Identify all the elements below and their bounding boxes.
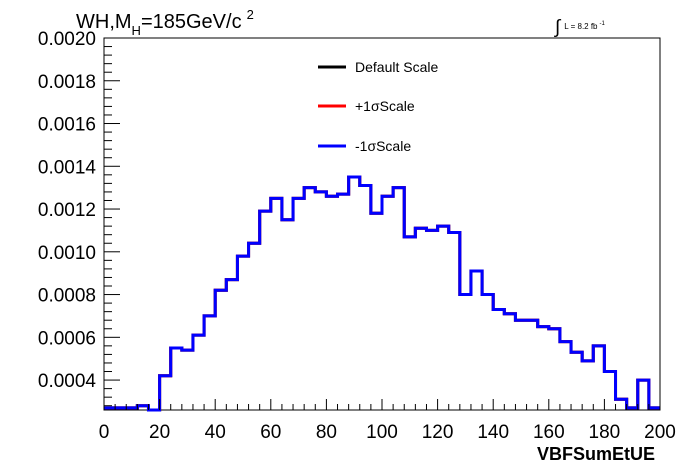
x-axis-label: VBFSumEtUE <box>537 444 655 464</box>
x-tick-label: 80 <box>316 422 337 443</box>
series-line-2 <box>104 175 660 412</box>
luminosity-superscript: -1 <box>600 21 606 27</box>
legend: Default Scale +1σScale -1σScale <box>318 59 438 154</box>
x-tick-labels: 0 20 40 60 80 100 120 140 160 180 200 <box>99 422 676 443</box>
x-tick-label: 200 <box>644 422 676 443</box>
luminosity-text: L = 8.2 fb <box>564 22 598 31</box>
title-part2: =185GeV/c <box>141 11 242 33</box>
title-subscript: H <box>132 23 141 38</box>
x-tick-label: 180 <box>589 422 621 443</box>
plot-frame <box>103 37 661 411</box>
x-tick-label: 0 <box>99 422 110 443</box>
chart-title: WH,MH=185GeV/c 2 <box>76 7 254 38</box>
y-tick-label: 0.0016 <box>38 115 96 136</box>
legend-label: +1σScale <box>355 98 415 114</box>
legend-label: -1σScale <box>355 138 411 154</box>
legend-label: Default Scale <box>355 59 438 75</box>
title-part1: WH,M <box>76 11 132 33</box>
luminosity-label: ∫ L = 8.2 fb -1 <box>554 17 606 38</box>
y-tick-label: 0.0010 <box>38 243 96 264</box>
y-tick-label: 0.0004 <box>38 371 97 392</box>
ticks-layer <box>103 37 661 410</box>
y-tick-label: 0.0018 <box>38 72 96 93</box>
y-tick-label: 0.0006 <box>38 328 96 349</box>
x-tick-label: 160 <box>533 422 565 443</box>
y-tick-labels: 0.0004 0.0006 0.0008 0.0010 0.0012 0.0014 0.00… <box>38 29 97 392</box>
y-tick-label: 0.0020 <box>38 29 96 50</box>
y-tick-label: 0.0014 <box>38 157 97 178</box>
integral-symbol: ∫ <box>554 17 562 38</box>
x-tick-label: 60 <box>260 422 281 443</box>
x-tick-label: 120 <box>422 422 454 443</box>
title-superscript: 2 <box>247 7 254 22</box>
series-layer <box>104 175 660 412</box>
x-tick-label: 20 <box>149 422 170 443</box>
x-tick-label: 140 <box>477 422 509 443</box>
y-tick-label: 0.0012 <box>38 200 96 221</box>
x-tick-label: 40 <box>205 422 226 443</box>
x-tick-label: 100 <box>366 422 398 443</box>
y-tick-label: 0.0008 <box>38 286 96 307</box>
